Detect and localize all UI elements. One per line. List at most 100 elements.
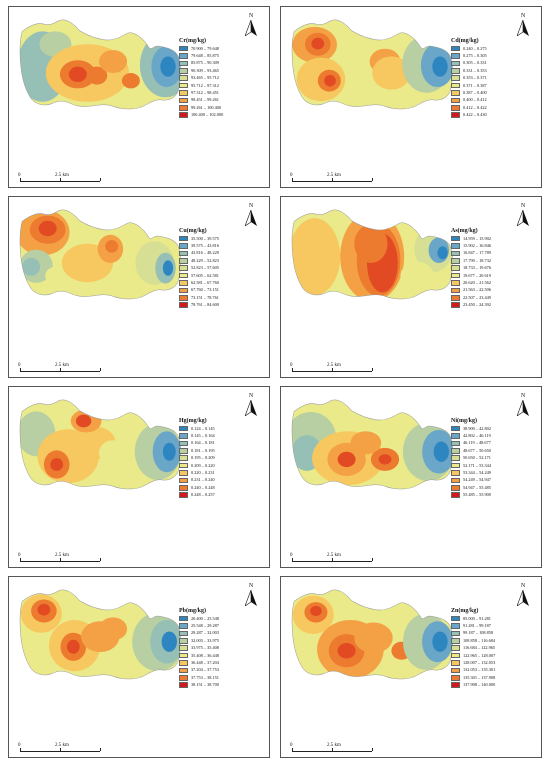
study-area xyxy=(291,209,453,299)
legend-range-label: 0.305 – 0.331 xyxy=(463,60,487,66)
scale-tick xyxy=(372,748,373,751)
legend-swatch xyxy=(179,485,188,491)
map-panel-cu: N Cu(mg/kg) 35.500 – 39.575 39.575 – 43.816… xyxy=(8,196,270,378)
legend-item: 22.507 – 23.449 xyxy=(451,294,521,301)
legend-swatch xyxy=(451,295,460,301)
scale-distance-label: 2.5 km xyxy=(327,553,341,558)
concentration-zone xyxy=(75,414,92,428)
concentration-zone xyxy=(432,56,448,77)
legend-range-label: 48.229 – 52.823 xyxy=(191,257,219,263)
legend-swatch xyxy=(451,470,460,476)
legend-range-label: 0.275 – 0.305 xyxy=(463,53,487,59)
legend-range-label: 0.240 – 0.248 xyxy=(191,484,215,490)
legend-range-label: 135.301 – 137.908 xyxy=(463,674,496,680)
legend-range-label: 36.448 – 37.204 xyxy=(191,660,219,666)
legend-item: 18.733 – 19.676 xyxy=(451,265,521,272)
legend-item: 73.151 – 78.761 xyxy=(179,294,249,301)
legend-item: 0.195 – 0.209 xyxy=(179,455,249,462)
legend-item: 132.053 – 135.301 xyxy=(451,667,521,674)
concentration-zone xyxy=(378,454,392,465)
legend-range-label: 0.231 – 0.240 xyxy=(191,477,215,483)
study-area-outline xyxy=(19,589,181,680)
legend-swatch xyxy=(179,97,188,104)
legend-item: 0.331 – 0.353 xyxy=(451,67,521,74)
concentration-zone xyxy=(98,617,128,641)
north-arrow-icon xyxy=(244,209,257,227)
scale-distance-label: 2.5 km xyxy=(327,173,341,178)
legend-range-label: 99.261 – 100.400 xyxy=(191,104,222,110)
legend-range-label: 90.309 – 93.465 xyxy=(191,67,219,73)
north-arrow: N xyxy=(243,13,259,41)
concentration-zone xyxy=(291,218,341,295)
scale-distance-label: 2.5 km xyxy=(55,743,69,748)
legend-range-label: 17.790 – 18.732 xyxy=(463,257,491,263)
legend-item: 53.344 – 54.249 xyxy=(451,469,521,476)
legend-item: 62.581 – 67.760 xyxy=(179,279,249,286)
legend-range-label: 98.451 – 99.261 xyxy=(191,97,219,103)
legend-item: 0.353 – 0.371 xyxy=(451,75,521,82)
scale-tick xyxy=(292,558,293,561)
north-label: N xyxy=(248,203,254,209)
legend: Cr(mg/kg) 70.900 – 79.648 79.648 – 85.875 8… xyxy=(179,38,249,119)
legend-swatch xyxy=(179,53,188,59)
legend-swatch xyxy=(179,675,188,681)
legend-range-label: 50.650 – 52.171 xyxy=(463,455,491,461)
map-panel-cd: N Cd(mg/kg) 0.240 – 0.275 0.275 – 0.305 0.30… xyxy=(280,6,542,188)
legend-range-label: 79.648 – 85.875 xyxy=(191,53,219,59)
legend-range-label: 29.287 – 32.003 xyxy=(191,630,219,636)
legend-swatch xyxy=(451,477,460,484)
legend-item: 0.275 – 0.305 xyxy=(451,52,521,59)
legend-range-label: 52.823 – 57.605 xyxy=(191,265,219,271)
legend-range-label: 122.965 – 128.007 xyxy=(463,652,496,658)
legend-range-label: 73.151 – 78.761 xyxy=(191,294,219,300)
scale-tick xyxy=(372,178,373,181)
concentration-zone xyxy=(68,66,87,82)
north-arrow: N xyxy=(243,203,259,231)
legend: Ni(mg/kg) 38.900 – 42.802 42.802 – 46.119 4… xyxy=(451,418,521,499)
concentration-zone xyxy=(50,458,64,471)
map-panel-as: N As(mg/kg) 14.959 – 15.902 15.902 – 16.846… xyxy=(280,196,542,378)
legend-range-label: 20.400 – 25.548 xyxy=(191,615,219,621)
legend-swatch xyxy=(179,652,188,659)
legend-range-label: 108.858 – 116.684 xyxy=(463,637,496,643)
north-arrow-icon xyxy=(244,19,257,37)
scale-line xyxy=(292,181,372,182)
cr-concentration-map xyxy=(19,19,181,110)
legend-item: 108.858 – 116.684 xyxy=(451,637,521,644)
legend-range-label: 0.331 – 0.353 xyxy=(463,67,487,73)
north-label: N xyxy=(520,583,526,589)
scale-zero-label: 0 xyxy=(290,363,293,368)
concentration-zone xyxy=(354,224,388,263)
legend-item: 79.648 – 85.875 xyxy=(179,52,249,59)
legend-range-label: 37.204 – 37.753 xyxy=(191,667,219,673)
scale-tick xyxy=(100,178,101,181)
concentration-zone xyxy=(160,56,176,77)
concentration-zone xyxy=(22,257,41,276)
map-panel-hg: N Hg(mg/kg) 0.124 – 0.145 0.145 – 0.164 0.16… xyxy=(8,386,270,568)
scale-distance-label: 2.5 km xyxy=(327,363,341,368)
legend-item: 93.465 – 95.712 xyxy=(179,75,249,82)
legend-item: 38.151 – 38.700 xyxy=(179,682,249,689)
legend-item: 0.164 – 0.181 xyxy=(179,440,249,447)
scale-tick xyxy=(292,748,293,751)
pb-concentration-map xyxy=(19,589,181,680)
legend-swatch xyxy=(451,68,460,74)
concentration-zone xyxy=(121,73,140,89)
concentration-zone xyxy=(86,66,108,85)
legend-item: 33.975 – 35.408 xyxy=(179,645,249,652)
legend-title: Hg(mg/kg) xyxy=(179,418,207,424)
legend-item: 90.309 – 93.465 xyxy=(179,67,249,74)
concentration-zone xyxy=(310,605,322,617)
legend-item: 78.761 – 84.600 xyxy=(179,302,249,309)
legend-swatch xyxy=(451,53,460,59)
legend-swatch xyxy=(451,75,460,82)
legend-item: 0.387 – 0.400 xyxy=(451,89,521,96)
legend-item: 37.204 – 37.753 xyxy=(179,667,249,674)
legend-item: 46.119 – 48.677 xyxy=(451,440,521,447)
legend-range-label: 37.753 – 38.151 xyxy=(191,674,219,680)
legend-swatch xyxy=(451,287,460,294)
legend-swatch xyxy=(451,45,460,52)
scale-zero-label: 0 xyxy=(18,173,21,178)
legend-range-label: 78.761 – 84.600 xyxy=(191,302,219,308)
scale-tick xyxy=(332,178,333,181)
